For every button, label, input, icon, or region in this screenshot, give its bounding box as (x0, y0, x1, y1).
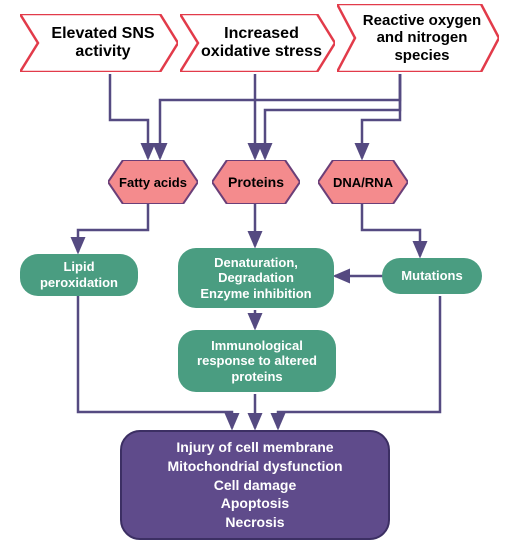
node-hex2: Proteins (212, 160, 300, 204)
node-pill3-label: Mutations (401, 268, 462, 284)
node-top2: Increased oxidative stress (180, 14, 335, 72)
node-top1-label: Elevated SNS activity (20, 25, 178, 62)
node-hex1-label: Fatty acids (119, 175, 187, 190)
node-pill4-label: Immunological response to altered protei… (197, 338, 317, 385)
node-pill1-label: Lipid peroxidation (30, 259, 128, 290)
node-pill1: Lipid peroxidation (20, 254, 138, 296)
node-top2-label: Increased oxidative stress (180, 25, 335, 62)
node-pill2: Denaturation, Degradation Enzyme inhibit… (178, 248, 334, 308)
node-hex1: Fatty acids (108, 160, 198, 204)
node-top3: Reactive oxygen and nitrogen species (337, 4, 499, 72)
node-hex3-label: DNA/RNA (333, 175, 393, 190)
node-top3-label: Reactive oxygen and nitrogen species (337, 12, 499, 64)
node-pill4: Immunological response to altered protei… (178, 330, 336, 392)
flowchart-canvas: Elevated SNS activity Increased oxidativ… (0, 0, 507, 550)
node-hex2-label: Proteins (228, 174, 284, 190)
node-hex3: DNA/RNA (318, 160, 408, 204)
node-pill2-label: Denaturation, Degradation Enzyme inhibit… (200, 255, 311, 302)
node-pill3: Mutations (382, 258, 482, 294)
node-top1: Elevated SNS activity (20, 14, 178, 72)
node-final: Injury of cell membrane Mitochondrial dy… (120, 430, 390, 540)
